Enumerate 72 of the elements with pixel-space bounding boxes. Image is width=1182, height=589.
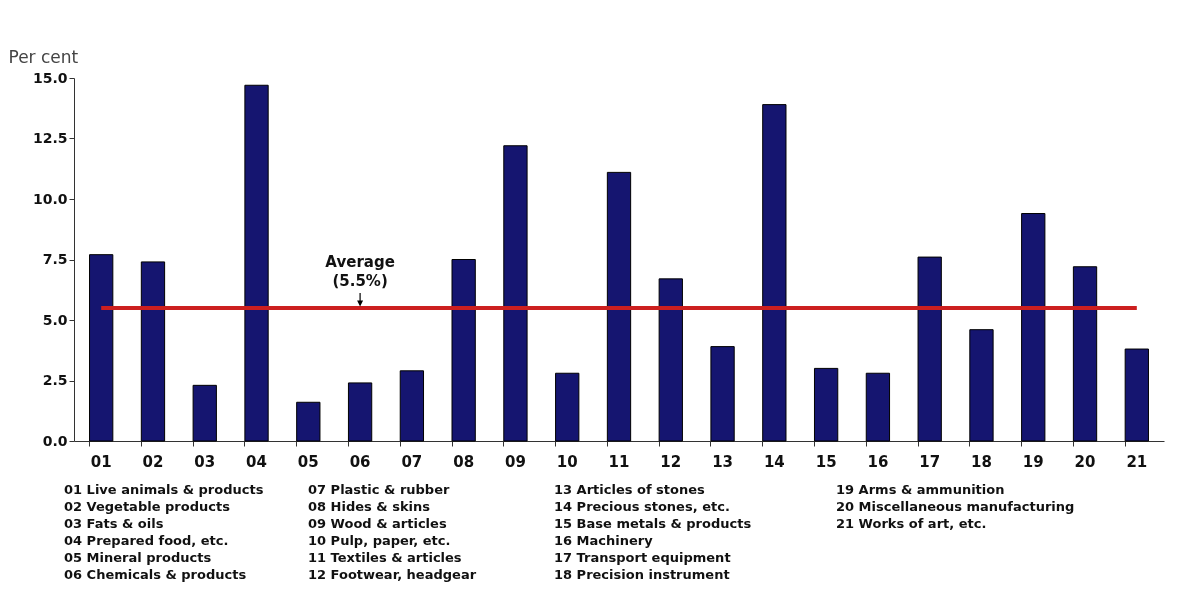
y-tick-label: 5.0 <box>42 311 68 328</box>
bar <box>1021 213 1046 442</box>
x-tick-label: 11 <box>608 452 630 471</box>
text: 17 Transport equipment <box>554 550 732 567</box>
text: 16 Machinery <box>554 533 654 550</box>
x-tick-label: 07 <box>401 452 423 471</box>
bar <box>865 372 891 442</box>
bar <box>451 259 476 442</box>
x-tick-label: 18 <box>971 452 992 471</box>
y-tick-label: 7.5 <box>42 251 68 267</box>
bar <box>347 382 373 442</box>
text: 20 Miscellaneous manufacturing <box>836 499 1076 516</box>
x-tick-label: 05 <box>297 452 319 471</box>
bar <box>1124 348 1149 442</box>
bar <box>762 104 787 442</box>
bar <box>969 329 994 442</box>
bar <box>399 370 425 442</box>
text: 06 Chemicals & products <box>64 567 248 584</box>
x-tick-label: 19 <box>1022 452 1044 471</box>
bar <box>813 367 839 442</box>
bar <box>503 145 528 442</box>
bar <box>89 254 114 442</box>
x-tick-label: 03 <box>194 452 216 471</box>
x-tick-label: 21 <box>1126 452 1148 471</box>
x-tick-label: 12 <box>660 452 682 471</box>
x-tick-label: 15 <box>815 452 837 471</box>
ref-line-label: Average (5.5%) <box>325 252 395 290</box>
bar <box>917 256 942 442</box>
text: 12 Footwear, headgear <box>308 567 478 584</box>
x-tick-label: 06 <box>349 452 371 471</box>
text: 21 Works of art, etc. <box>836 516 988 533</box>
x-tick-label: 14 <box>763 452 785 471</box>
y-tick-label: 15.0 <box>32 69 68 86</box>
text: 02 Vegetable products <box>64 499 231 516</box>
bar <box>555 372 580 442</box>
text: 03 Fats & oils <box>64 516 165 533</box>
bar <box>1072 266 1098 442</box>
text: 14 Precious stones, etc. <box>554 499 731 516</box>
text: 04 Prepared food, etc. <box>64 533 230 550</box>
text: 15 Base metals & products <box>554 516 753 533</box>
text: 11 Textiles & articles <box>308 550 463 567</box>
text: 09 Wood & articles <box>308 516 448 533</box>
x-tick-label: 01 <box>90 452 112 471</box>
text: 18 Precision instrument <box>554 567 731 584</box>
bar <box>710 346 735 442</box>
x-tick-label: 17 <box>919 452 941 471</box>
text: 05 Mineral products <box>64 550 213 567</box>
x-tick-label: 08 <box>453 452 475 471</box>
x-tick-label: 10 <box>556 452 578 471</box>
x-tick-label: 02 <box>142 452 164 471</box>
bar <box>296 401 321 442</box>
y-tick-label: 12.5 <box>32 130 68 146</box>
x-tick-label: 20 <box>1074 452 1096 471</box>
bar <box>140 261 166 442</box>
text: 01 Live animals & products <box>64 482 265 499</box>
x-tick-label: 13 <box>712 452 733 471</box>
bar <box>606 171 632 442</box>
text: 10 Pulp, paper, etc. <box>308 533 452 550</box>
x-tick-label: 16 <box>867 452 889 471</box>
bar <box>658 278 683 442</box>
text: 13 Articles of stones <box>554 482 706 499</box>
y-axis-title: Per cent <box>8 46 79 67</box>
bar <box>192 384 217 442</box>
bar <box>244 84 269 442</box>
x-tick-label: 09 <box>505 452 526 471</box>
y-tick-label: 2.5 <box>42 372 68 388</box>
text: 19 Arms & ammunition <box>836 482 1006 499</box>
y-tick-label: 0.0 <box>42 432 68 449</box>
y-tick-label: 10.0 <box>32 190 68 207</box>
x-tick-label: 04 <box>246 452 267 471</box>
text: 08 Hides & skins <box>308 499 432 516</box>
text: 07 Plastic & rubber <box>308 482 451 499</box>
